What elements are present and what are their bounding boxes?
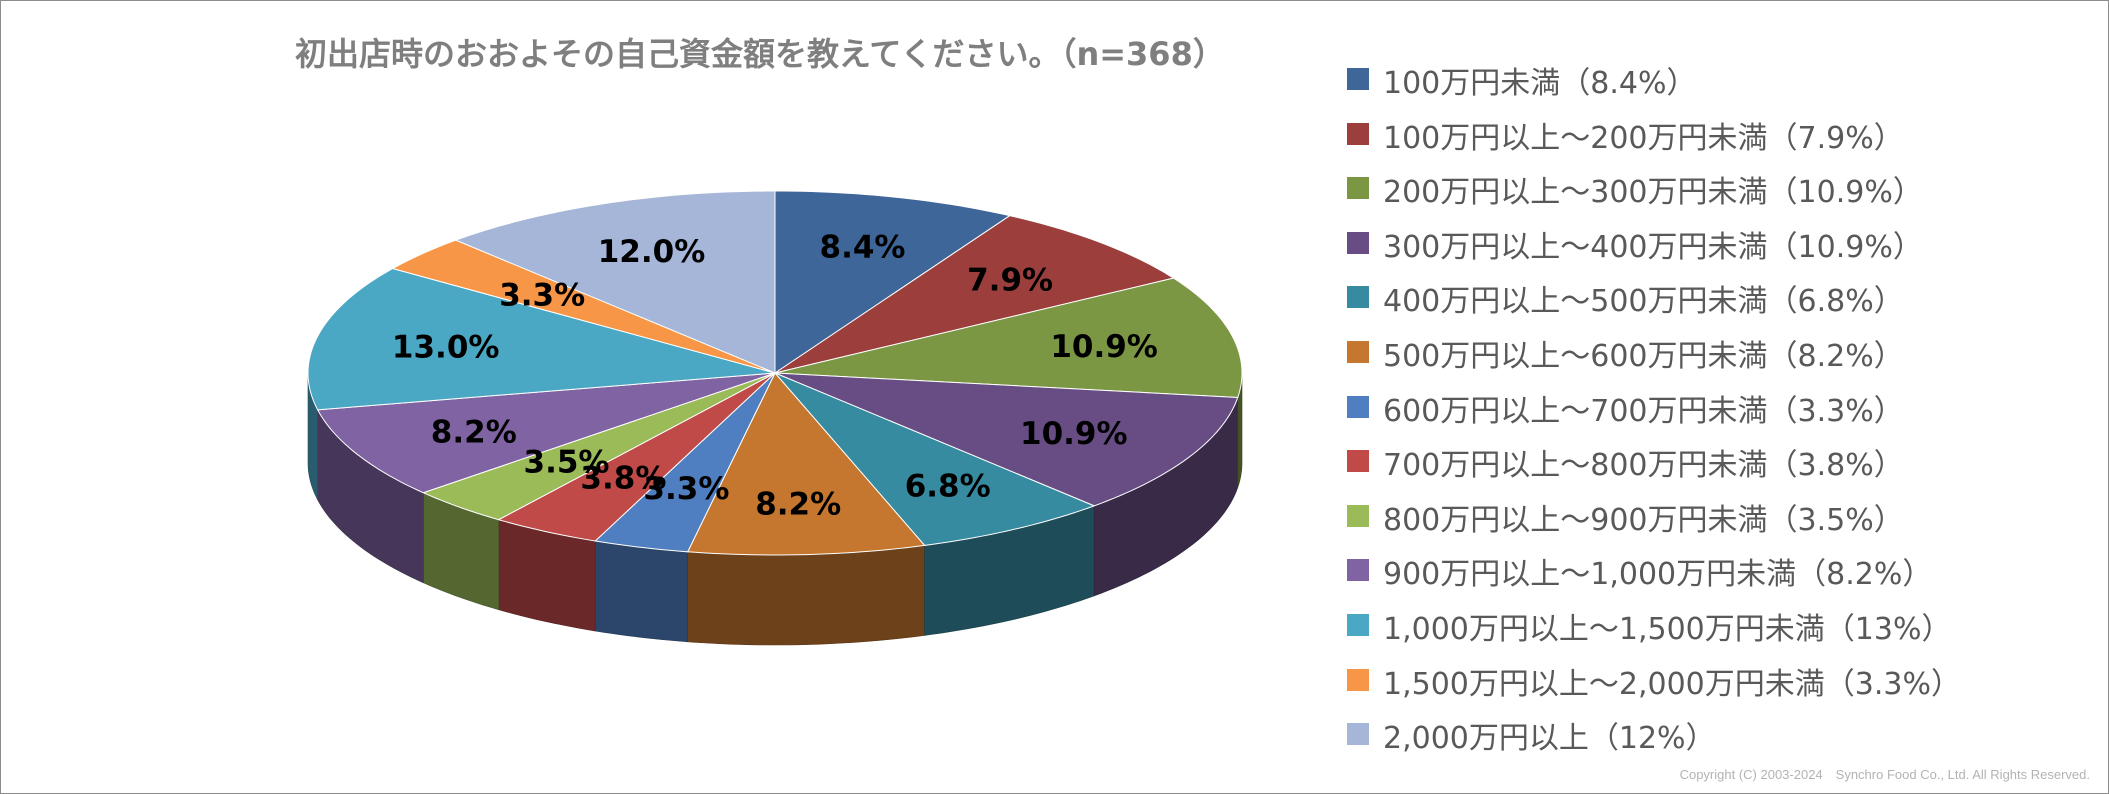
legend-swatch	[1347, 122, 1369, 145]
pie-slice-1	[774, 190, 1012, 374]
pie-slice-8	[497, 372, 776, 542]
legend-swatch	[1347, 613, 1369, 636]
legend-label: 2,000万円以上（12%）	[1383, 721, 1716, 757]
legend-label: 900万円以上～1,000万円未満（8.2%）	[1383, 557, 1933, 593]
pie-top-layer	[307, 190, 1243, 556]
legend-swatch	[1347, 723, 1369, 746]
pie-slice-7	[594, 372, 776, 553]
pie-slice-10	[316, 372, 776, 494]
data-label-1: 8.4%	[820, 230, 906, 266]
legend-swatch	[1347, 450, 1369, 473]
data-label-10: 8.2%	[431, 414, 517, 450]
legend-swatch	[1347, 68, 1369, 90]
legend-label: 100万円以上～200万円未満（7.9%）	[1383, 120, 1904, 156]
legend-label: 100万円未満（8.4%）	[1383, 66, 1697, 101]
legend-label: 1,500万円以上～2,000万円未満（3.3%）	[1383, 666, 1961, 702]
data-label-8: 3.8%	[580, 461, 666, 497]
data-label-layer: 8.4%7.9%10.9%10.9%6.8%8.2%3.3%3.8%3.5%8.…	[392, 230, 1158, 523]
legend-swatch	[1347, 286, 1369, 309]
data-label-9: 3.5%	[524, 445, 610, 481]
pie-side-6	[687, 545, 925, 646]
legend-label: 800万円以上～900万円未満（3.5%）	[1383, 502, 1904, 538]
data-label-12: 3.3%	[499, 277, 585, 313]
legend-label: 300万円以上～400万円未満（10.9%）	[1383, 229, 1923, 265]
data-label-5: 6.8%	[905, 468, 991, 504]
pie-slice-4	[774, 372, 1239, 507]
data-label-2: 7.9%	[967, 262, 1053, 298]
legend-label: 200万円以上～300万円未満（10.9%）	[1383, 175, 1923, 211]
pie-slice-12	[391, 239, 776, 374]
data-label-3: 10.9%	[1050, 329, 1158, 365]
pie-slice-6	[686, 372, 926, 556]
pie-slice-13	[454, 190, 776, 374]
legend-swatch	[1347, 177, 1369, 200]
pie-slice-11	[307, 267, 776, 411]
legend-swatch	[1347, 395, 1369, 418]
pie-side-7	[594, 540, 688, 643]
legend-label: 1,000万円以上～1,500万円未満（13%）	[1383, 611, 1952, 647]
data-label-13: 12.0%	[598, 234, 706, 270]
data-label-7: 3.3%	[643, 471, 729, 507]
legend-label: 600万円以上～700万円未満（3.3%）	[1383, 393, 1904, 429]
legend-label: 500万円以上～600万円未満（8.2%）	[1383, 338, 1904, 374]
data-label-6: 8.2%	[755, 487, 841, 523]
legend-label: 400万円以上～500万円未満（6.8%）	[1383, 284, 1904, 320]
pie-slice-3	[774, 277, 1243, 398]
pie-slice-9	[421, 372, 776, 521]
pie-slice-5	[774, 372, 1096, 546]
pie-slice-2	[774, 215, 1175, 374]
legend-swatch	[1347, 668, 1369, 691]
legend-swatch	[1347, 559, 1369, 582]
data-label-11: 13.0%	[392, 330, 500, 366]
copyright-text: Copyright (C) 2003-2024 Synchro Food Co.…	[1679, 767, 2090, 782]
legend-swatch	[1347, 340, 1369, 363]
legend-label: 700万円以上～800万円未満（3.8%）	[1383, 448, 1904, 484]
chart-title: 初出店時のおおよその自己資金額を教えてください。（n=368）	[295, 35, 1225, 73]
data-label-4: 10.9%	[1020, 416, 1128, 452]
legend-swatch	[1347, 231, 1369, 254]
legend-swatch	[1347, 504, 1369, 527]
